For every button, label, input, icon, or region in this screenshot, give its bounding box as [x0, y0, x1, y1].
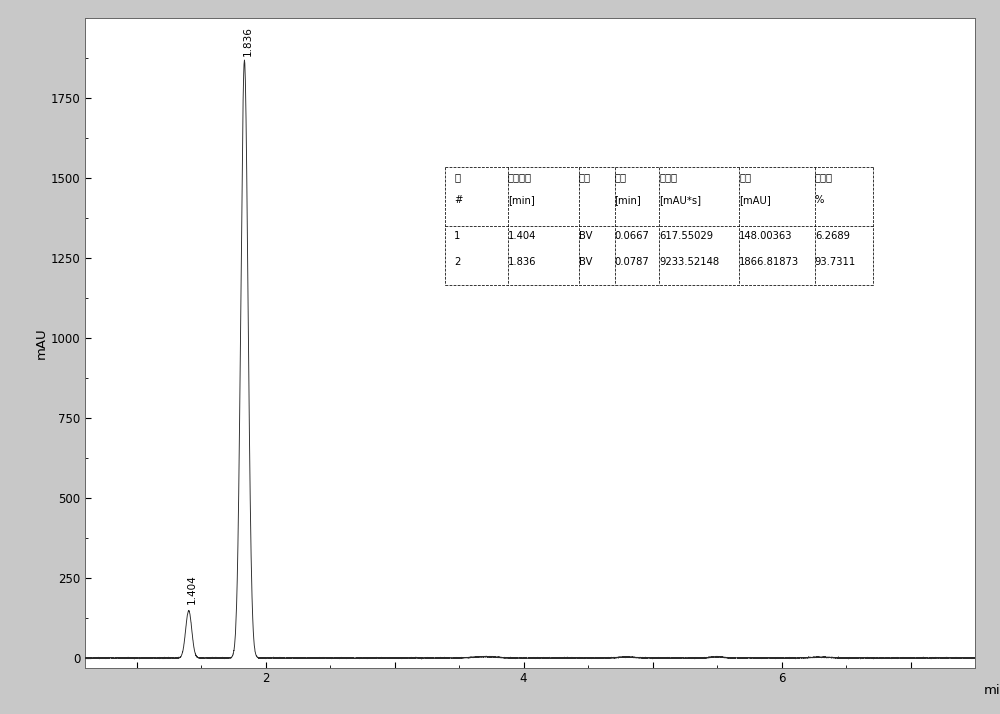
- Text: BV: BV: [579, 231, 592, 241]
- Text: 9233.52148: 9233.52148: [659, 257, 719, 267]
- Text: %: %: [815, 195, 824, 205]
- Text: 93.7311: 93.7311: [815, 257, 856, 267]
- Text: 6.2689: 6.2689: [815, 231, 850, 241]
- Text: min: min: [984, 684, 1000, 697]
- Text: 1.836: 1.836: [508, 257, 536, 267]
- Text: 0.0667: 0.0667: [615, 231, 649, 241]
- Text: 峰宽: 峰宽: [615, 172, 627, 182]
- Text: [min]: [min]: [508, 195, 534, 205]
- Text: 1866.81873: 1866.81873: [739, 257, 799, 267]
- Text: 148.00363: 148.00363: [739, 231, 793, 241]
- Text: 617.55029: 617.55029: [659, 231, 713, 241]
- Text: [mAU*s]: [mAU*s]: [659, 195, 701, 205]
- Text: [mAU]: [mAU]: [739, 195, 771, 205]
- Text: [min]: [min]: [615, 195, 641, 205]
- Text: 峰高: 峰高: [739, 172, 751, 182]
- Text: #: #: [454, 195, 463, 205]
- Text: 峰: 峰: [454, 172, 460, 182]
- Text: 0.0787: 0.0787: [615, 257, 649, 267]
- Text: 2: 2: [454, 257, 461, 267]
- Text: 峰面积: 峰面积: [659, 172, 677, 182]
- Text: 类型: 类型: [579, 172, 591, 182]
- Y-axis label: mAU: mAU: [35, 327, 48, 358]
- Text: 1.404: 1.404: [187, 575, 197, 604]
- Text: 保留时间: 保留时间: [508, 172, 532, 182]
- Text: 1: 1: [454, 231, 461, 241]
- Text: 峰面积: 峰面积: [815, 172, 833, 182]
- Text: 1.404: 1.404: [508, 231, 536, 241]
- Text: 1.836: 1.836: [243, 26, 253, 56]
- Text: BV: BV: [579, 257, 592, 267]
